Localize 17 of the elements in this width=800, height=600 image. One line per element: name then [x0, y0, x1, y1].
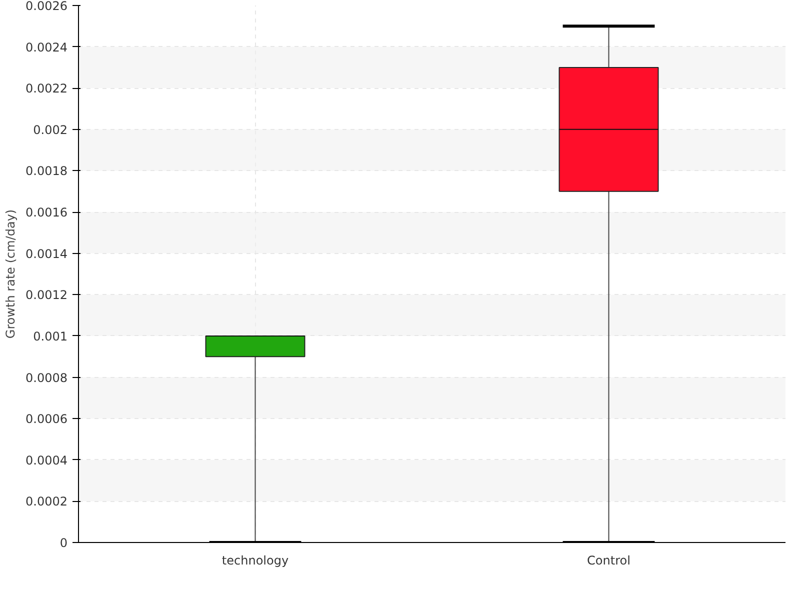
y-tick-label: 0.0016 — [26, 206, 68, 220]
y-tick-label: 0.0018 — [26, 164, 68, 178]
y-tick-label: 0.0006 — [26, 412, 68, 426]
y-tick-label: 0.002 — [33, 122, 68, 137]
y-tick-label: 0.0014 — [26, 246, 68, 261]
y-tick-label: 0 — [60, 536, 68, 550]
x-tick-label: technology — [222, 554, 289, 568]
y-tick-label: 0.0008 — [26, 370, 68, 385]
y-axis-title: Growth rate (cm/day) — [4, 209, 18, 339]
y-tick-label: 0.0024 — [26, 40, 68, 54]
y-tick-label: 0.0002 — [26, 494, 68, 509]
y-tick-label: 0.0022 — [26, 82, 68, 96]
y-tick-label: 0.0012 — [26, 288, 68, 302]
y-tick-label: 0.001 — [33, 329, 68, 344]
y-tick-label: 0.0026 — [26, 0, 68, 13]
y-tick-label: 0.0004 — [26, 453, 68, 468]
x-tick-label: Control — [587, 554, 630, 568]
